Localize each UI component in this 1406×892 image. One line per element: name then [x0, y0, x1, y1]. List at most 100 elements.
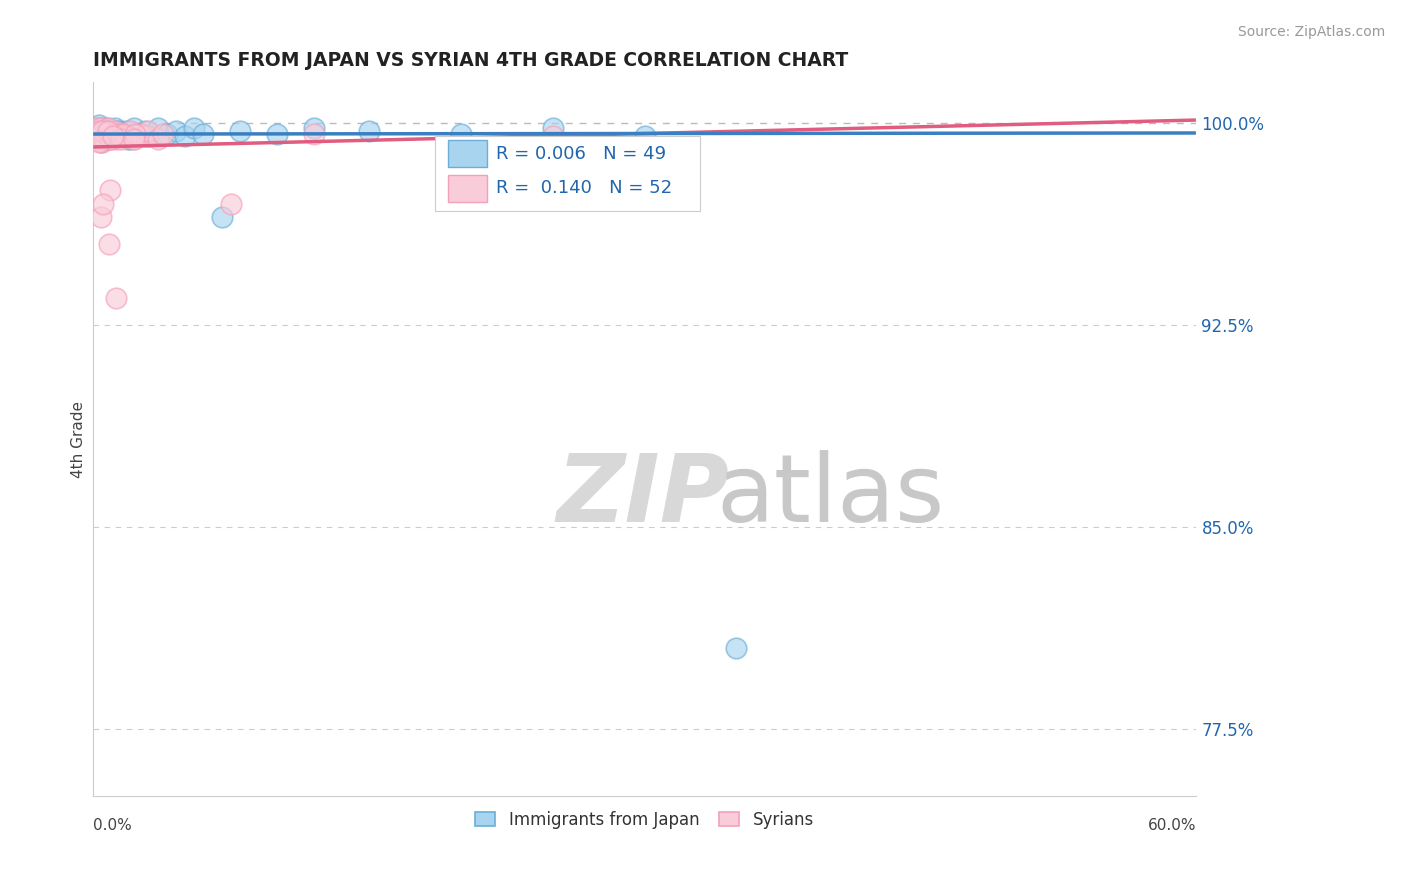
- Point: [541, 129, 564, 144]
- Point: [91, 135, 114, 149]
- Point: [93, 127, 115, 141]
- Point: [90, 135, 112, 149]
- Point: [100, 129, 122, 144]
- Point: [91, 127, 114, 141]
- Text: R = 0.006   N = 49: R = 0.006 N = 49: [496, 145, 666, 163]
- Point: [98, 127, 121, 141]
- Point: [122, 132, 145, 146]
- Point: [93, 132, 115, 146]
- Point: [122, 132, 145, 146]
- Point: [156, 127, 179, 141]
- Point: [103, 129, 125, 144]
- Point: [115, 124, 138, 138]
- Point: [128, 127, 150, 141]
- Text: ZIP: ZIP: [557, 450, 730, 542]
- Point: [117, 129, 139, 144]
- Point: [104, 124, 127, 138]
- Point: [105, 132, 128, 146]
- Point: [115, 129, 138, 144]
- Point: [193, 127, 215, 141]
- Point: [219, 196, 242, 211]
- Point: [90, 210, 112, 224]
- Point: [124, 127, 146, 141]
- Point: [136, 129, 159, 144]
- Point: [86, 129, 108, 144]
- Point: [111, 127, 134, 141]
- Point: [90, 129, 112, 144]
- Point: [104, 127, 127, 141]
- Point: [97, 236, 120, 251]
- Point: [165, 124, 187, 138]
- Text: 0.0%: 0.0%: [93, 818, 132, 832]
- Text: 60.0%: 60.0%: [1147, 818, 1197, 832]
- Point: [229, 124, 252, 138]
- Point: [87, 119, 110, 133]
- Point: [725, 640, 748, 655]
- Point: [266, 127, 288, 141]
- Point: [134, 129, 156, 144]
- Point: [87, 132, 110, 146]
- Text: Source: ZipAtlas.com: Source: ZipAtlas.com: [1237, 25, 1385, 39]
- Point: [94, 129, 117, 144]
- Point: [90, 129, 112, 144]
- Point: [104, 121, 127, 136]
- Point: [541, 121, 564, 136]
- Point: [87, 124, 110, 138]
- Point: [103, 129, 125, 144]
- FancyBboxPatch shape: [449, 175, 486, 202]
- Point: [93, 124, 115, 138]
- Point: [174, 129, 197, 144]
- Point: [94, 132, 117, 146]
- Point: [108, 124, 131, 138]
- Point: [302, 127, 325, 141]
- Y-axis label: 4th Grade: 4th Grade: [72, 401, 86, 478]
- Point: [91, 124, 114, 138]
- Point: [87, 132, 110, 146]
- Text: IMMIGRANTS FROM JAPAN VS SYRIAN 4TH GRADE CORRELATION CHART: IMMIGRANTS FROM JAPAN VS SYRIAN 4TH GRAD…: [93, 51, 848, 70]
- Point: [100, 127, 122, 141]
- Point: [91, 127, 114, 141]
- Point: [134, 124, 156, 138]
- Point: [97, 129, 120, 144]
- Point: [105, 291, 128, 305]
- Point: [110, 132, 132, 146]
- Point: [118, 129, 141, 144]
- Point: [87, 124, 110, 138]
- Point: [84, 127, 107, 141]
- Point: [86, 121, 108, 136]
- Point: [97, 121, 120, 136]
- Text: R =  0.140   N = 52: R = 0.140 N = 52: [496, 179, 672, 197]
- Point: [183, 121, 205, 136]
- Point: [110, 127, 132, 141]
- Point: [86, 127, 108, 141]
- Point: [108, 127, 131, 141]
- Point: [84, 121, 107, 136]
- Point: [98, 183, 121, 197]
- Point: [117, 132, 139, 146]
- Point: [110, 127, 132, 141]
- Point: [122, 121, 145, 136]
- Point: [100, 132, 122, 146]
- Legend: Immigrants from Japan, Syrians: Immigrants from Japan, Syrians: [470, 806, 818, 834]
- Point: [118, 124, 141, 138]
- Point: [87, 135, 110, 149]
- Point: [97, 121, 120, 136]
- Point: [105, 124, 128, 138]
- Point: [129, 127, 152, 141]
- Point: [84, 124, 107, 138]
- FancyBboxPatch shape: [434, 136, 700, 211]
- Point: [357, 124, 380, 138]
- Point: [211, 210, 233, 224]
- Point: [94, 124, 117, 138]
- Point: [633, 129, 655, 144]
- Point: [450, 127, 472, 141]
- Point: [87, 127, 110, 141]
- Point: [146, 132, 169, 146]
- Point: [89, 121, 111, 136]
- Point: [98, 129, 121, 144]
- FancyBboxPatch shape: [449, 140, 486, 168]
- Point: [98, 132, 121, 146]
- Point: [146, 121, 169, 136]
- Point: [128, 127, 150, 141]
- Point: [118, 132, 141, 146]
